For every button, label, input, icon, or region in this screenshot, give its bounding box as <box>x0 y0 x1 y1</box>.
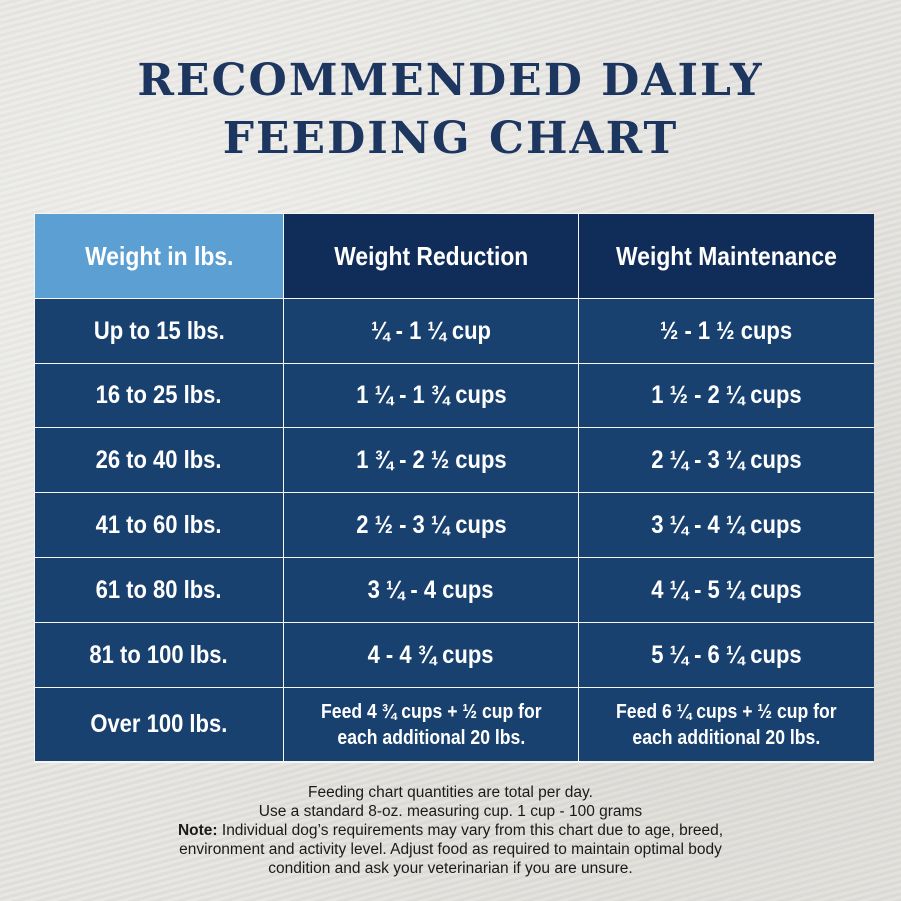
footnote-line-2: Use a standard 8-oz. measuring cup. 1 cu… <box>258 803 643 820</box>
header-weight-maintenance: Weight Maintenance <box>579 214 874 298</box>
row-1-maintenance: ½ - 1 ½ cups <box>579 299 874 363</box>
note-label: Note: <box>177 822 218 839</box>
row-4-maintenance: 3 ¼ - 4 ¼ cups <box>579 493 874 557</box>
row-4-weight: 41 to 60 lbs. <box>35 493 283 557</box>
row-1-weight: Up to 15 lbs. <box>35 299 283 363</box>
row-4-reduction: 2 ½ - 3 ¼ cups <box>284 493 578 557</box>
row-1-reduction: ¼ - 1 ¼ cup <box>284 299 578 363</box>
row-5-weight: 61 to 80 lbs. <box>35 558 283 622</box>
row-7-maintenance-line-2: each additional 20 lbs. <box>632 726 821 749</box>
title-line-1: RECOMMENDED DAILY <box>137 55 764 106</box>
row-2-maintenance: 1 ½ - 2 ¼ cups <box>579 364 874 427</box>
row-7-reduction-line-2: each additional 20 lbs. <box>337 726 525 749</box>
row-6-weight: 81 to 100 lbs. <box>35 623 283 687</box>
row-6-maintenance: 5 ¼ - 6 ¼ cups <box>579 623 874 687</box>
header-weight: Weight in lbs. <box>35 214 283 298</box>
row-5-reduction: 3 ¼ - 4 cups <box>284 558 578 622</box>
row-2-reduction: 1 ¼ - 1 ¾ cups <box>284 364 578 427</box>
footnote-line-3: Note: Individual dog’s requirements may … <box>0 821 901 840</box>
header-weight-reduction: Weight Reduction <box>284 214 578 298</box>
footnotes: Feeding chart quantities are total per d… <box>0 783 901 878</box>
row-3-maintenance: 2 ¼ - 3 ¼ cups <box>579 428 874 492</box>
row-7-maintenance: Feed 6 ¼ cups + ½ cup for each additiona… <box>579 688 874 761</box>
feeding-chart-table: Weight in lbs. Weight Reduction Weight M… <box>34 213 874 763</box>
row-3-weight: 26 to 40 lbs. <box>35 428 283 492</box>
row-7-reduction-line-1: Feed 4 ¾ cups + ½ cup for <box>320 700 542 723</box>
footnote-line-5: condition and ask your veterinarian if y… <box>268 860 633 877</box>
footnote-line-1: Feeding chart quantities are total per d… <box>308 784 593 801</box>
row-7-weight: Over 100 lbs. <box>35 688 283 761</box>
row-3-reduction: 1 ¾ - 2 ½ cups <box>284 428 578 492</box>
title-line-2: FEEDING CHART <box>222 113 679 164</box>
row-6-reduction: 4 - 4 ¾ cups <box>284 623 578 687</box>
note-text: Individual dog’s requirements may vary f… <box>217 822 724 839</box>
row-2-weight: 16 to 25 lbs. <box>35 364 283 427</box>
footnote-line-4: environment and activity level. Adjust f… <box>179 841 722 858</box>
row-7-reduction: Feed 4 ¾ cups + ½ cup for each additiona… <box>284 688 578 761</box>
page-title: RECOMMENDED DAILY FEEDING CHART <box>0 52 901 168</box>
row-7-maintenance-line-1: Feed 6 ¼ cups + ½ cup for <box>616 700 837 723</box>
row-5-maintenance: 4 ¼ - 5 ¼ cups <box>579 558 874 622</box>
